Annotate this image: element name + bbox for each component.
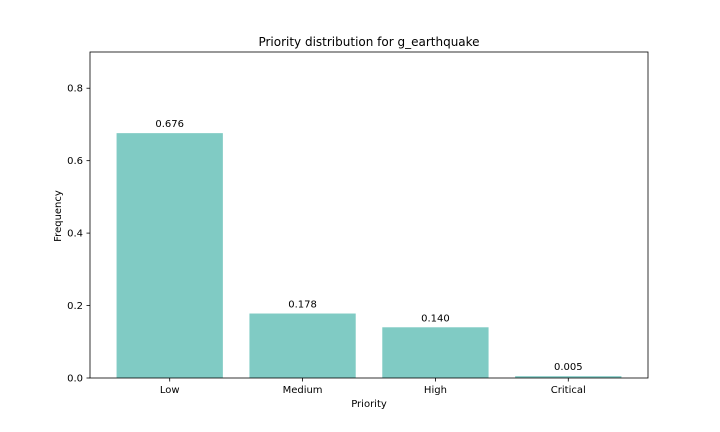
plot-frame — [89, 51, 649, 379]
bar-high — [382, 327, 489, 378]
bar-critical — [515, 376, 622, 378]
y-tick-label-4: 0.8 — [67, 84, 83, 95]
data-label-critical: 0.005 — [554, 362, 583, 373]
x-tick-label-high: High — [424, 385, 447, 396]
data-label-low: 0.676 — [155, 119, 184, 130]
y-tick-label-2: 0.4 — [67, 229, 83, 240]
y-tick-label-3: 0.6 — [67, 156, 83, 167]
x-axis-label: Priority — [351, 399, 387, 410]
y-axis-label: Frequency — [53, 190, 64, 242]
bar-low — [116, 133, 223, 378]
x-tick-label-critical: Critical — [551, 385, 586, 396]
y-tick-label-1: 0.2 — [67, 301, 83, 312]
bar-medium — [249, 313, 356, 378]
data-label-high: 0.140 — [421, 313, 450, 324]
chart-title: Priority distribution for g_earthquake — [258, 35, 479, 49]
x-tick-label-medium: Medium — [283, 385, 323, 396]
data-label-medium: 0.178 — [288, 300, 317, 311]
x-tick-label-low: Low — [160, 385, 180, 396]
ticks-layer: Low Medium High Critical 0.0 0.2 0.4 0.6 0.8 — [67, 84, 586, 396]
y-tick-label-0: 0.0 — [67, 374, 83, 385]
bars-layer: 0.676 0.178 0.140 0.005 — [116, 119, 622, 378]
